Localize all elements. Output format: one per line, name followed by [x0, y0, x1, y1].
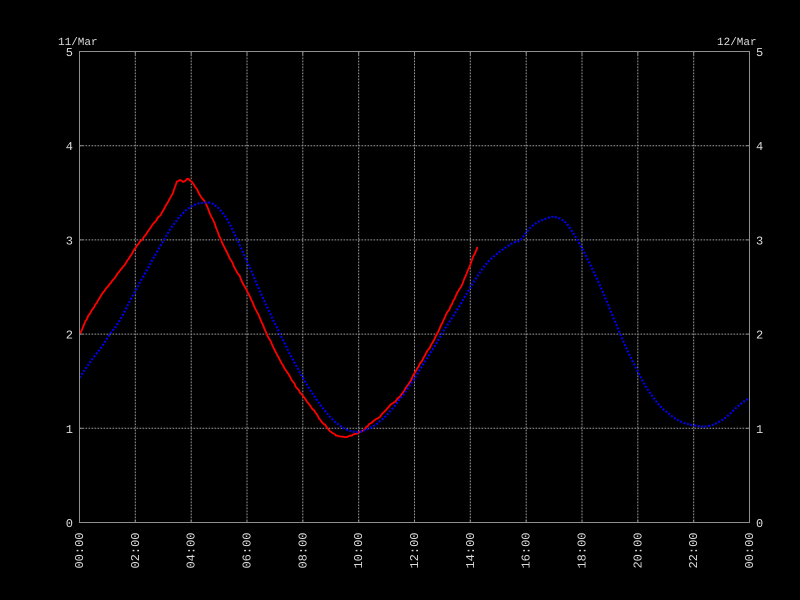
svg-text:0: 0 — [66, 517, 73, 531]
svg-text:00:00: 00:00 — [73, 533, 87, 569]
svg-text:5: 5 — [66, 46, 73, 60]
svg-text:1: 1 — [756, 423, 763, 437]
svg-text:06:00: 06:00 — [241, 533, 255, 569]
svg-text:0: 0 — [756, 517, 763, 531]
svg-text:5: 5 — [756, 46, 763, 60]
svg-text:22:00: 22:00 — [687, 533, 701, 569]
svg-text:10:00: 10:00 — [352, 533, 366, 569]
svg-text:18:00: 18:00 — [576, 533, 590, 569]
svg-text:3: 3 — [756, 234, 763, 248]
svg-text:2: 2 — [756, 329, 763, 343]
svg-text:14:00: 14:00 — [464, 533, 478, 569]
svg-text:12:00: 12:00 — [408, 533, 422, 569]
svg-text:04:00: 04:00 — [185, 533, 199, 569]
svg-text:4: 4 — [756, 140, 763, 154]
svg-text:3: 3 — [66, 234, 73, 248]
svg-text:20:00: 20:00 — [631, 533, 645, 569]
svg-text:2: 2 — [66, 329, 73, 343]
svg-text:02:00: 02:00 — [129, 533, 143, 569]
svg-text:4: 4 — [66, 140, 73, 154]
svg-text:08:00: 08:00 — [296, 533, 310, 569]
svg-text:16:00: 16:00 — [520, 533, 534, 569]
svg-text:00:00: 00:00 — [743, 533, 757, 569]
svg-text:12/Mar: 12/Mar — [717, 37, 757, 49]
svg-text:11/Mar: 11/Mar — [58, 37, 98, 49]
svg-text:1: 1 — [66, 423, 73, 437]
